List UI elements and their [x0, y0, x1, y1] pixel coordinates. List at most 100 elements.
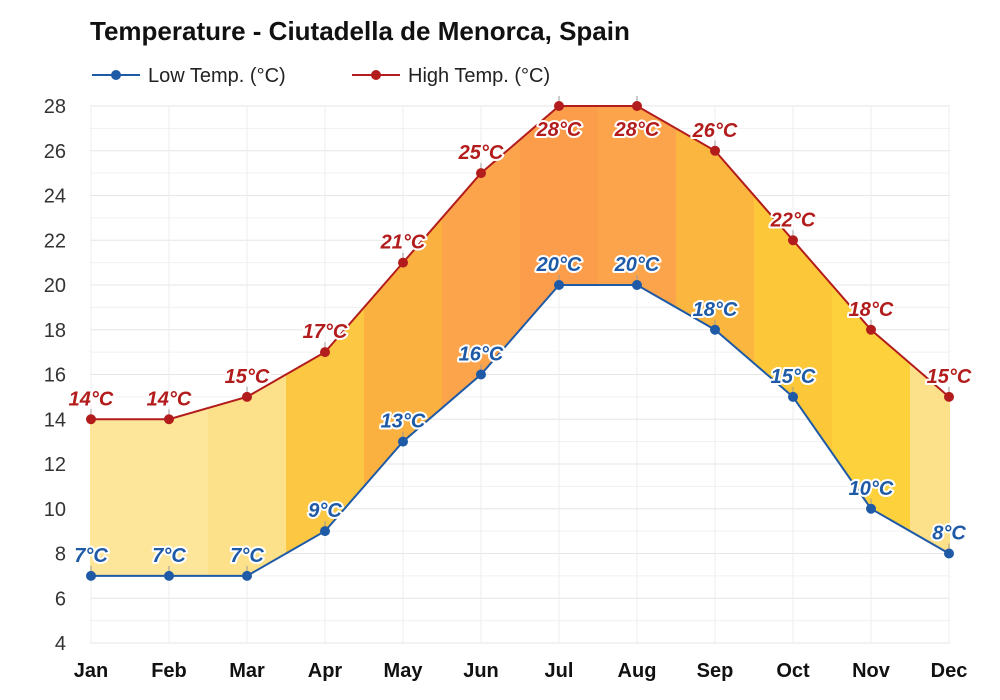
- low-temp-point-may[interactable]: [398, 436, 408, 447]
- low-temp-point-jan[interactable]: [86, 570, 96, 581]
- legend-high-text: High Temp. (°C): [408, 65, 550, 87]
- low-temp-label-aug: 20°C: [614, 254, 660, 276]
- series-points: [86, 101, 954, 581]
- high-temp-point-aug[interactable]: [632, 101, 642, 111]
- y-tick-label: 18: [44, 320, 66, 342]
- low-temp-label-apr: 9°C: [308, 500, 342, 522]
- legend-item-low[interactable]: Low Temp. (°C): [92, 65, 286, 87]
- low-temp-point-sep[interactable]: [710, 324, 720, 335]
- range-fill-dec: [910, 363, 950, 555]
- range-fills: [90, 106, 950, 576]
- high-temp-point-nov[interactable]: [866, 324, 876, 335]
- low-temp-point-mar[interactable]: [242, 570, 252, 581]
- x-tick-label-mar: Mar: [229, 660, 265, 682]
- x-tick-label-oct: Oct: [776, 660, 810, 682]
- y-tick-label: 26: [44, 141, 66, 163]
- range-fill-jan: [90, 419, 130, 576]
- low-temp-point-aug[interactable]: [632, 280, 642, 290]
- x-tick-label-apr: Apr: [308, 660, 343, 682]
- x-tick-label-jun: Jun: [463, 660, 499, 682]
- legend-low-marker: [111, 70, 121, 80]
- high-temp-label-aug: 28°C: [614, 119, 660, 141]
- legend: Low Temp. (°C) High Temp. (°C): [92, 65, 550, 87]
- high-temp-label-sep: 26°C: [692, 120, 738, 142]
- low-temp-label-feb: 7°C: [152, 545, 186, 567]
- high-temp-point-jul[interactable]: [554, 101, 564, 111]
- low-temp-label-jun: 16°C: [459, 344, 504, 366]
- high-temp-label-may: 21°C: [380, 232, 426, 254]
- high-temp-label-jan: 14°C: [69, 388, 114, 410]
- y-tick-label: 10: [44, 499, 66, 521]
- legend-low-text: Low Temp. (°C): [148, 65, 286, 87]
- high-temp-point-feb[interactable]: [164, 414, 174, 425]
- high-temp-point-jan[interactable]: [86, 414, 96, 425]
- range-fill-feb: [130, 408, 208, 576]
- low-temp-point-feb[interactable]: [164, 570, 174, 581]
- x-tick-label-sep: Sep: [697, 660, 734, 682]
- high-temp-label-jul: 28°C: [536, 119, 582, 141]
- x-tick-label-dec: Dec: [931, 660, 968, 682]
- low-temp-label-oct: 15°C: [771, 366, 816, 388]
- high-temp-label-nov: 18°C: [849, 299, 894, 321]
- low-temp-label-jul: 20°C: [536, 254, 582, 276]
- low-temp-line: [91, 284, 950, 577]
- y-tick-label: 22: [44, 230, 66, 252]
- high-temp-label-feb: 14°C: [147, 388, 192, 410]
- high-temp-point-dec[interactable]: [944, 391, 954, 402]
- low-temp-point-apr[interactable]: [320, 526, 330, 537]
- y-tick-label: 24: [44, 186, 66, 208]
- legend-item-high[interactable]: High Temp. (°C): [352, 65, 550, 87]
- high-temp-point-jun[interactable]: [476, 168, 486, 179]
- low-temp-point-oct[interactable]: [788, 391, 798, 402]
- y-tick-label: 4: [55, 633, 66, 655]
- data-labels: 7°C 7°C 7°C 9°C 13°C 16°C 20°C 20°C 18°C 15°C 10°C…: [67, 117, 974, 569]
- low-temp-label-may: 13°C: [381, 411, 426, 433]
- high-temp-point-mar[interactable]: [242, 391, 252, 402]
- low-temp-point-jun[interactable]: [476, 369, 486, 380]
- x-tick-label-jan: Jan: [74, 660, 108, 682]
- high-temp-line: [91, 105, 950, 421]
- y-tick-label: 8: [55, 544, 66, 566]
- high-temp-label-jun: 25°C: [458, 142, 504, 164]
- chart-title: Temperature - Ciutadella de Menorca, Spa…: [90, 16, 630, 46]
- low-temp-label-mar: 7°C: [230, 545, 264, 567]
- high-temp-label-oct: 22°C: [770, 209, 816, 231]
- high-temp-point-apr[interactable]: [320, 347, 330, 358]
- series-lines: [91, 105, 950, 577]
- x-axis: Jan Feb Mar Apr May Jun Jul Aug Sep Oct Nov Dec: [74, 660, 968, 682]
- high-temp-point-sep[interactable]: [710, 145, 720, 156]
- y-tick-label: 16: [44, 365, 66, 387]
- low-temp-label-dec: 8°C: [932, 523, 966, 545]
- low-temp-point-dec[interactable]: [944, 548, 954, 559]
- y-tick-label: 14: [44, 409, 66, 431]
- range-fill-apr: [286, 307, 364, 554]
- x-tick-label-jul: Jul: [545, 660, 574, 682]
- y-tick-label: 28: [44, 96, 66, 118]
- range-fill-jul: [520, 106, 598, 330]
- low-temp-point-jul[interactable]: [554, 280, 564, 290]
- x-tick-label-may: May: [384, 660, 424, 682]
- y-tick-label: 20: [44, 275, 66, 297]
- y-axis: 4 6 8 10 12 14 16 18 20 22 24 26 28: [44, 96, 66, 655]
- high-temp-label-apr: 17°C: [303, 321, 348, 343]
- high-temp-label-mar: 15°C: [225, 366, 270, 388]
- low-temp-label-sep: 18°C: [693, 299, 738, 321]
- range-fill-jun: [442, 139, 520, 409]
- low-temp-label-nov: 10°C: [849, 478, 894, 500]
- high-temp-label-dec: 15°C: [927, 366, 972, 388]
- x-tick-label-aug: Aug: [618, 660, 657, 682]
- legend-high-marker: [371, 70, 381, 80]
- high-temp-point-may[interactable]: [398, 257, 408, 268]
- range-fill-sep: [676, 128, 754, 364]
- range-fill-aug: [598, 106, 676, 308]
- y-tick-label: 12: [44, 454, 66, 476]
- low-temp-point-nov[interactable]: [866, 503, 876, 514]
- high-temp-point-oct[interactable]: [788, 235, 798, 246]
- range-fill-mar: [208, 374, 286, 576]
- low-temp-label-jan: 7°C: [74, 545, 108, 567]
- x-tick-label-feb: Feb: [151, 660, 187, 682]
- range-fill-oct: [754, 195, 832, 453]
- y-tick-label: 6: [55, 588, 66, 610]
